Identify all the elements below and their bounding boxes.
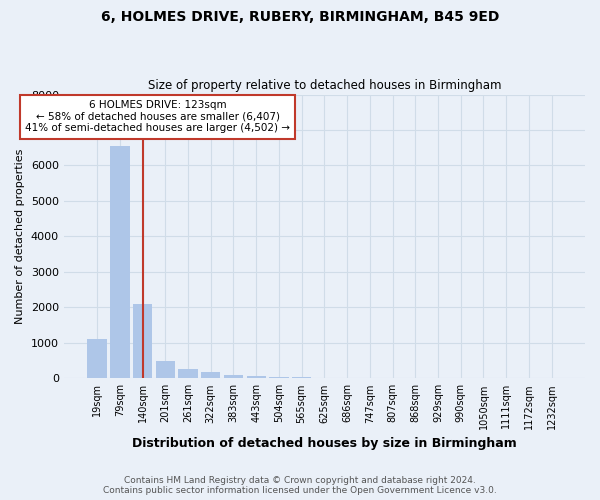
Bar [201, 372, 220, 378]
Bar [155, 360, 175, 378]
Bar [247, 376, 266, 378]
Title: Size of property relative to detached houses in Birmingham: Size of property relative to detached ho… [148, 79, 501, 92]
X-axis label: Distribution of detached houses by size in Birmingham: Distribution of detached houses by size … [132, 437, 517, 450]
Bar [88, 340, 107, 378]
Bar [178, 368, 198, 378]
Text: 6, HOLMES DRIVE, RUBERY, BIRMINGHAM, B45 9ED: 6, HOLMES DRIVE, RUBERY, BIRMINGHAM, B45… [101, 10, 499, 24]
Bar [133, 304, 152, 378]
Bar [110, 146, 130, 378]
Text: 6 HOLMES DRIVE: 123sqm
← 58% of detached houses are smaller (6,407)
41% of semi-: 6 HOLMES DRIVE: 123sqm ← 58% of detached… [25, 100, 290, 134]
Bar [269, 376, 289, 378]
Y-axis label: Number of detached properties: Number of detached properties [15, 148, 25, 324]
Bar [224, 375, 243, 378]
Text: Contains HM Land Registry data © Crown copyright and database right 2024.
Contai: Contains HM Land Registry data © Crown c… [103, 476, 497, 495]
